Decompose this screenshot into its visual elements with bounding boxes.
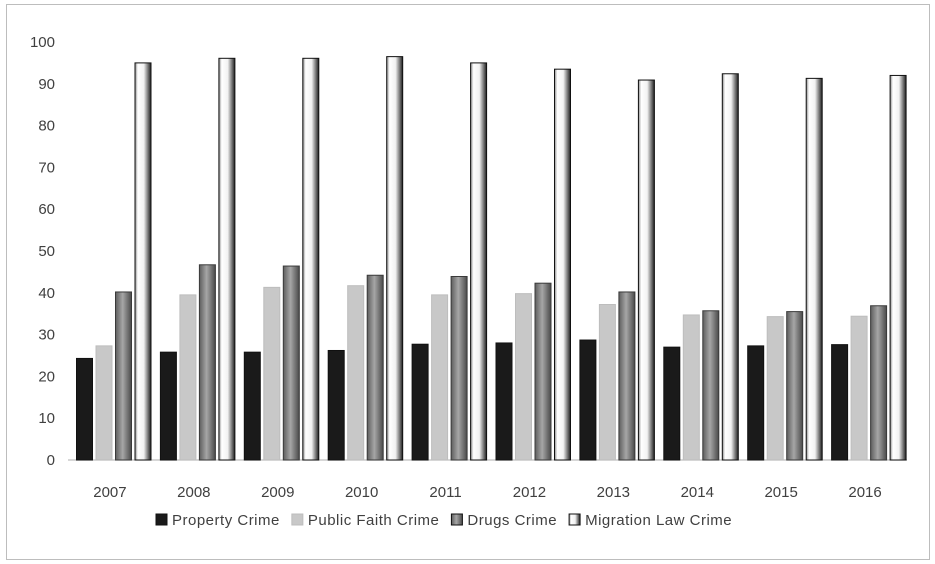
y-tick-label: 60 <box>38 201 55 218</box>
bar-public-faith-crime-2007 <box>95 345 113 461</box>
bars <box>76 56 907 461</box>
bar-public-faith-crime-2012 <box>515 293 532 461</box>
bar-public-faith-crime-2009 <box>263 286 281 461</box>
bar-public-faith-crime-2011 <box>431 294 449 461</box>
legend-swatch <box>450 513 463 526</box>
legend-label: Public Faith Crime <box>308 512 440 529</box>
y-tick-label: 0 <box>47 452 55 469</box>
y-tick-label: 40 <box>38 285 55 302</box>
bar-drugs-crime-2014 <box>702 310 720 461</box>
y-tick-label: 70 <box>38 159 55 176</box>
bar-migration-law-crime-2008 <box>218 57 236 461</box>
bar-migration-law-crime-2013 <box>637 79 655 461</box>
bar-property-crime-2011 <box>411 343 429 461</box>
bar-migration-law-crime-2012 <box>554 68 571 461</box>
legend-label: Migration Law Crime <box>585 512 732 529</box>
bar-public-faith-crime-2010 <box>347 285 365 461</box>
bar-migration-law-crime-2014 <box>721 73 739 461</box>
legend-item-property-crime: Property Crime <box>155 512 280 529</box>
bar-migration-law-crime-2007 <box>134 62 152 461</box>
x-tick-label: 2014 <box>681 484 714 501</box>
bar-drugs-crime-2016 <box>870 305 888 461</box>
bar-property-crime-2014 <box>663 346 681 461</box>
bar-migration-law-crime-2009 <box>302 57 320 461</box>
x-tick-label: 2007 <box>93 484 126 501</box>
bar-migration-law-crime-2010 <box>386 56 404 461</box>
bar-property-crime-2010 <box>327 349 345 461</box>
legend-swatch <box>155 513 168 526</box>
bar-drugs-crime-2008 <box>198 264 216 461</box>
bar-property-crime-2013 <box>579 339 597 461</box>
legend-label: Drugs Crime <box>467 512 557 529</box>
bar-public-faith-crime-2013 <box>598 304 616 461</box>
x-tick-label: 2012 <box>513 484 546 501</box>
y-tick-label: 30 <box>38 327 55 344</box>
y-tick-label: 90 <box>38 76 55 93</box>
bar-drugs-crime-2011 <box>450 275 468 461</box>
legend: Property Crime Public Faith Crime Drugs Cr… <box>155 512 732 529</box>
legend-item-public-faith-crime: Public Faith Crime <box>291 512 440 529</box>
legend-label: Property Crime <box>172 512 280 529</box>
legend-swatch <box>291 513 304 526</box>
legend-item-migration-law-crime: Migration Law Crime <box>568 512 732 529</box>
bar-migration-law-crime-2015 <box>805 77 823 461</box>
bar-property-crime-2007 <box>76 357 93 461</box>
chart-frame <box>6 4 930 560</box>
bar-property-crime-2009 <box>243 351 261 461</box>
y-axis: 0 10 20 30 40 50 60 70 80 90 100 <box>30 34 55 469</box>
bar-public-faith-crime-2015 <box>766 316 784 461</box>
x-tick-label: 2015 <box>764 484 797 501</box>
bar-drugs-crime-2010 <box>366 274 384 461</box>
legend-swatch <box>568 513 581 526</box>
x-tick-label: 2013 <box>597 484 630 501</box>
bar-public-faith-crime-2014 <box>682 314 700 461</box>
y-tick-label: 10 <box>38 410 55 427</box>
bar-public-faith-crime-2016 <box>850 315 868 461</box>
legend-item-drugs-crime: Drugs Crime <box>450 512 557 529</box>
y-tick-label: 20 <box>38 368 55 385</box>
bar-drugs-crime-2009 <box>282 265 300 461</box>
bar-migration-law-crime-2011 <box>470 62 488 461</box>
bar-property-crime-2016 <box>831 344 849 461</box>
y-tick-label: 80 <box>38 118 55 135</box>
bar-migration-law-crime-2016 <box>889 74 907 461</box>
bar-drugs-crime-2013 <box>618 291 636 461</box>
x-axis: 2007 2008 2009 2010 2011 2012 2013 2014 2015 2016 <box>68 459 907 501</box>
bar-property-crime-2015 <box>747 345 765 461</box>
x-tick-label: 2009 <box>261 484 294 501</box>
x-tick-label: 2010 <box>345 484 378 501</box>
bar-drugs-crime-2007 <box>115 291 132 461</box>
bar-drugs-crime-2015 <box>786 311 804 461</box>
y-tick-label: 50 <box>38 243 55 260</box>
x-tick-label: 2016 <box>848 484 881 501</box>
bar-property-crime-2008 <box>159 351 177 461</box>
x-tick-label: 2011 <box>429 484 461 501</box>
y-tick-label: 100 <box>30 34 55 51</box>
x-tick-label: 2008 <box>177 484 210 501</box>
bar-public-faith-crime-2008 <box>179 294 197 461</box>
bar-drugs-crime-2012 <box>534 282 552 461</box>
bar-property-crime-2012 <box>495 342 513 461</box>
